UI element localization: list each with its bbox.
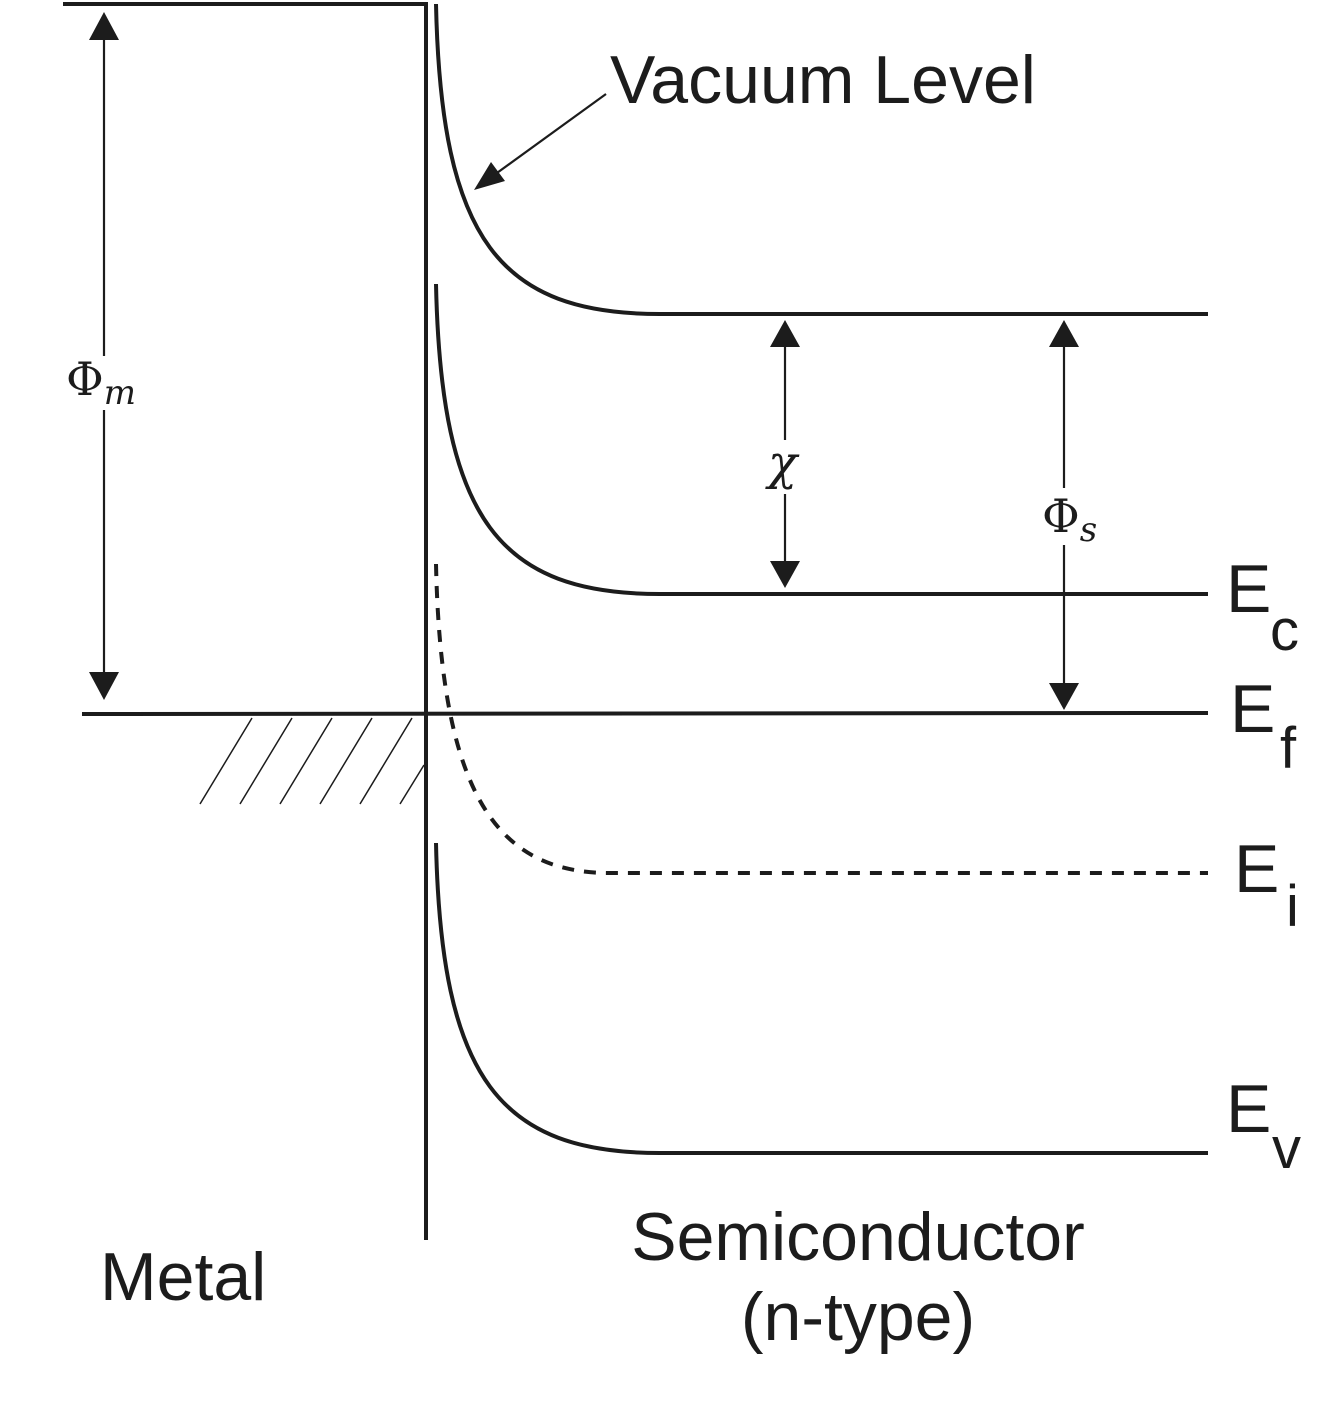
phi-s-arrow — [1049, 320, 1079, 710]
ev-label: Ev — [1226, 1071, 1301, 1181]
phi-s-label: Φs — [1042, 489, 1097, 550]
chi-label: χ — [765, 435, 800, 491]
intrinsic-level-curve — [434, 563, 1208, 875]
chi-arrow — [770, 320, 800, 588]
ef-label: Ef — [1230, 671, 1297, 781]
valence-band-curve — [434, 842, 1208, 1155]
vacuum-level-label: Vacuum Level — [610, 42, 1036, 118]
vacuum-level-curve — [434, 3, 1208, 316]
phi-m-arrow — [89, 12, 119, 700]
vacuum-level-pointer — [474, 93, 607, 190]
metal-label: Metal — [100, 1239, 266, 1315]
conduction-band-curve — [434, 283, 1208, 596]
fermi-level-line — [81, 711, 1209, 716]
phi-m-label: Φm — [66, 352, 136, 413]
metal-fermi-hatching — [199, 717, 425, 805]
semiconductor-label: Semiconductor — [631, 1199, 1085, 1275]
semiconductor-type-label: (n-type) — [741, 1279, 975, 1355]
